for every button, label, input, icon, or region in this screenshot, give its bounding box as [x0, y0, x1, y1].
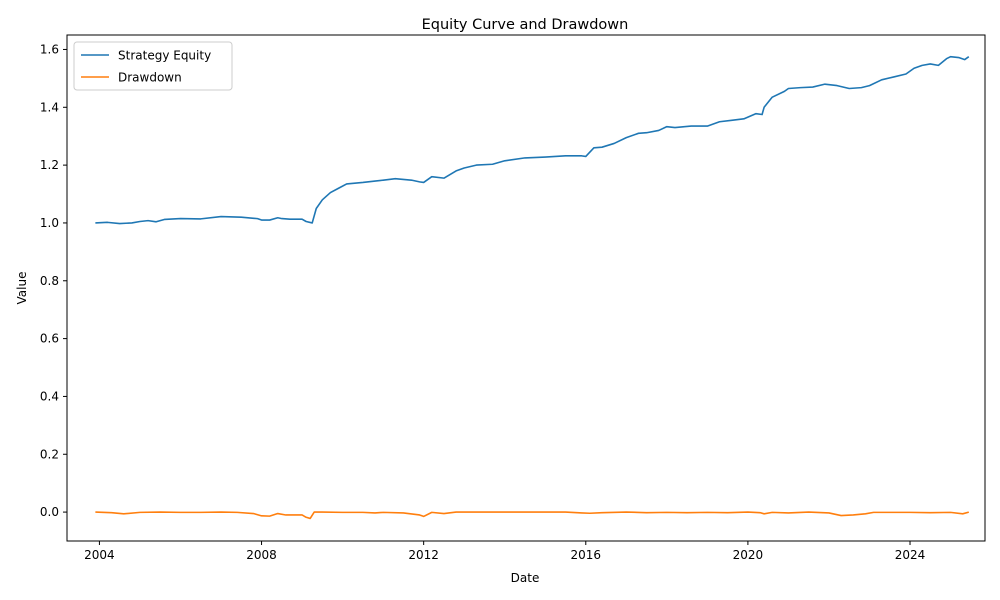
x-axis: 2004 2008 2012 2016 2020 2024: [84, 541, 925, 562]
x-tick-label: 2008: [246, 548, 277, 562]
series-line-strategy-equity: [95, 55, 970, 225]
series-line-drawdown: [95, 511, 970, 520]
x-tick-label: 2020: [733, 548, 764, 562]
y-axis-title: Value: [15, 272, 29, 305]
legend-label-strategy-equity: Strategy Equity: [118, 49, 211, 63]
x-tick-label: 2024: [895, 548, 926, 562]
y-tick-label: 1.0: [40, 216, 59, 230]
x-tick-label: 2012: [408, 548, 439, 562]
y-tick-label: 1.2: [40, 158, 59, 172]
y-tick-label: 0.2: [40, 447, 59, 461]
y-tick-label: 0.6: [40, 332, 59, 346]
x-tick-label: 2004: [84, 548, 115, 562]
plot-frame: [66, 34, 986, 542]
legend: Strategy Equity Drawdown: [73, 41, 233, 91]
y-tick-label: 0.4: [40, 389, 59, 403]
y-tick-label: 0.8: [40, 274, 59, 288]
y-tick-label: 0.0: [40, 505, 59, 519]
legend-label-drawdown: Drawdown: [118, 71, 182, 85]
y-tick-label: 1.4: [40, 100, 59, 114]
y-tick-label: 1.6: [40, 42, 59, 56]
legend-frame: [73, 41, 233, 91]
x-tick-label: 2016: [571, 548, 602, 562]
y-axis: 0.0 0.2 0.4 0.6 0.8 1.0 1.2 1.4 1.6: [40, 42, 67, 519]
chart-title: Equity Curve and Drawdown: [422, 17, 629, 33]
x-axis-title: Date: [511, 571, 540, 585]
series-layer: [95, 55, 970, 520]
